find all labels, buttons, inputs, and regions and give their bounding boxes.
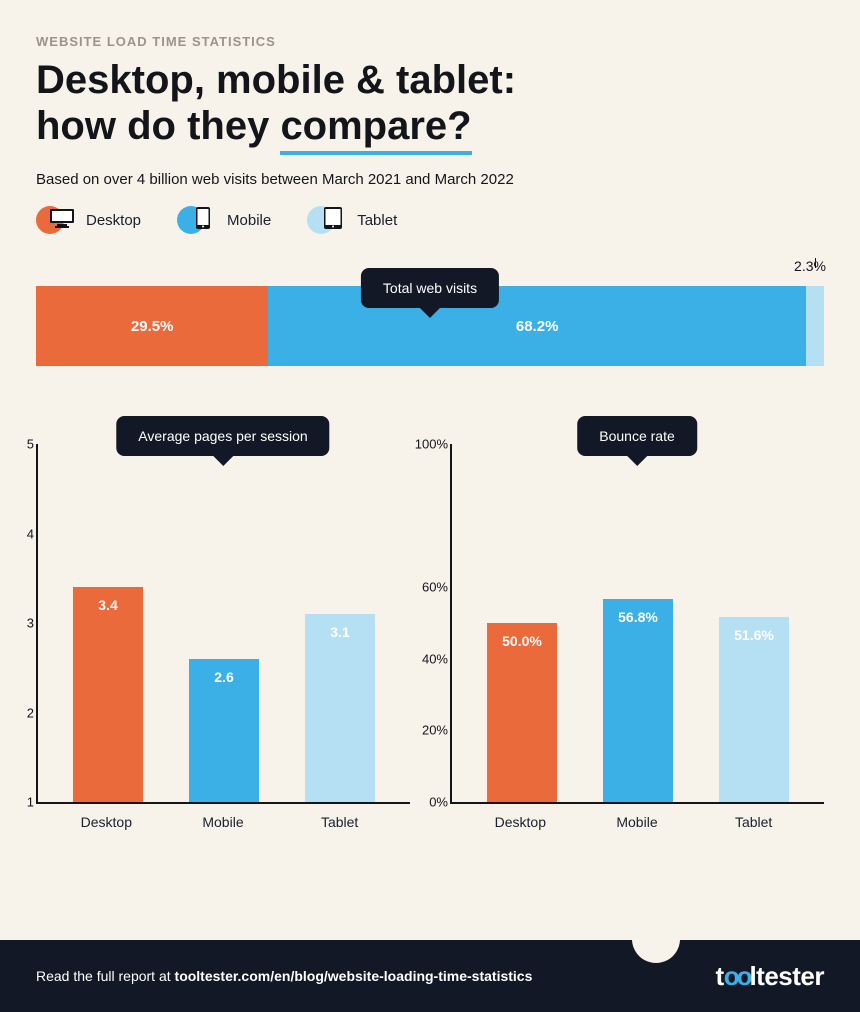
title-line-2a: how do they (36, 104, 280, 148)
segment-mobile: 68.2% (268, 286, 805, 366)
x-label: Tablet (305, 814, 375, 830)
ytick-label: 20% (408, 723, 448, 738)
bar-desktop: 3.4 (73, 587, 143, 802)
bar-mobile: 56.8% (603, 599, 673, 802)
bars: 3.4 2.6 3.1 (38, 444, 410, 802)
bar-value-label: 56.8% (618, 609, 658, 625)
subtitle: Based on over 4 billion web visits betwe… (36, 171, 824, 188)
x-labels: Desktop Mobile Tablet (450, 814, 824, 830)
ytick-label: 1 (12, 795, 34, 810)
chart-pps-area: 123453.42.63.1 (36, 444, 410, 804)
mobile-icon (177, 206, 217, 234)
footer-text: Read the full report at tooltester.com/e… (36, 968, 532, 984)
brand-logo: tooltester (716, 961, 824, 992)
tablet-icon (307, 206, 347, 234)
bar-tablet: 51.6% (719, 617, 789, 802)
page-title: Desktop, mobile & tablet: how do they co… (36, 57, 824, 149)
legend-label-mobile: Mobile (227, 212, 271, 229)
brand-t: t (716, 961, 724, 991)
chart-br-area: 0%20%40%60%100%50.0%56.8%51.6% (450, 444, 824, 804)
pages-per-session-chart: Average pages per session 123453.42.63.1… (36, 424, 410, 830)
total-web-visits-chart: Total web visits 29.5%68.2%2.3% (36, 286, 824, 366)
segment-tablet: 2.3% (806, 286, 824, 366)
ytick-label: 0% (408, 795, 448, 810)
bar-value-label: 2.6 (214, 669, 233, 685)
ytick-label: 100% (408, 437, 448, 452)
x-label: Mobile (188, 814, 258, 830)
bounce-rate-chart: Bounce rate 0%20%40%60%100%50.0%56.8%51.… (450, 424, 824, 830)
legend-label-desktop: Desktop (86, 212, 141, 229)
x-label: Desktop (485, 814, 555, 830)
ytick-label: 60% (408, 580, 448, 595)
segment-desktop: 29.5% (36, 286, 268, 366)
ytick-label: 3 (12, 616, 34, 631)
legend-item-mobile: Mobile (177, 206, 271, 234)
x-label: Desktop (71, 814, 141, 830)
title-line-1: Desktop, mobile & tablet: (36, 58, 516, 102)
charts-row: Average pages per session 123453.42.63.1… (36, 424, 824, 830)
x-label: Tablet (719, 814, 789, 830)
ytick-label: 4 (12, 526, 34, 541)
eyebrow: WEBSITE LOAD TIME STATISTICS (36, 34, 824, 49)
footer-notch (632, 939, 680, 963)
legend-label-tablet: Tablet (357, 212, 397, 229)
footer-prefix: Read the full report at (36, 968, 175, 984)
ytick-label: 2 (12, 705, 34, 720)
bar-value-label: 51.6% (734, 627, 774, 643)
ytick-label: 5 (12, 437, 34, 452)
segment-label-mobile: 68.2% (516, 318, 559, 335)
legend-item-tablet: Tablet (307, 206, 397, 234)
x-label: Mobile (602, 814, 672, 830)
bar-desktop: 50.0% (487, 623, 557, 802)
segment-label-tablet: 2.3% (794, 258, 826, 274)
x-labels: Desktop Mobile Tablet (36, 814, 410, 830)
legend-item-desktop: Desktop (36, 206, 141, 234)
ytick-label: 40% (408, 651, 448, 666)
bar-value-label: 50.0% (502, 633, 542, 649)
legend: Desktop Mobile Tablet (36, 206, 824, 234)
brand-rest: ltester (749, 961, 824, 991)
bar-value-label: 3.4 (98, 597, 117, 613)
pps-badge: Average pages per session (116, 416, 329, 456)
desktop-icon (36, 206, 76, 234)
bounce-rate-badge: Bounce rate (577, 416, 697, 456)
total-visits-badge: Total web visits (361, 268, 499, 308)
bar-mobile: 2.6 (189, 659, 259, 802)
bar-value-label: 3.1 (330, 624, 349, 640)
footer-link[interactable]: tooltester.com/en/blog/website-loading-t… (175, 968, 533, 984)
bars: 50.0% 56.8% 51.6% (452, 444, 824, 802)
footer: Read the full report at tooltester.com/e… (0, 940, 860, 1012)
bar-tablet: 3.1 (305, 614, 375, 802)
title-underlined-word: compare? (280, 103, 471, 149)
segment-label-desktop: 29.5% (131, 318, 174, 335)
brand-oo: oo (724, 961, 750, 991)
